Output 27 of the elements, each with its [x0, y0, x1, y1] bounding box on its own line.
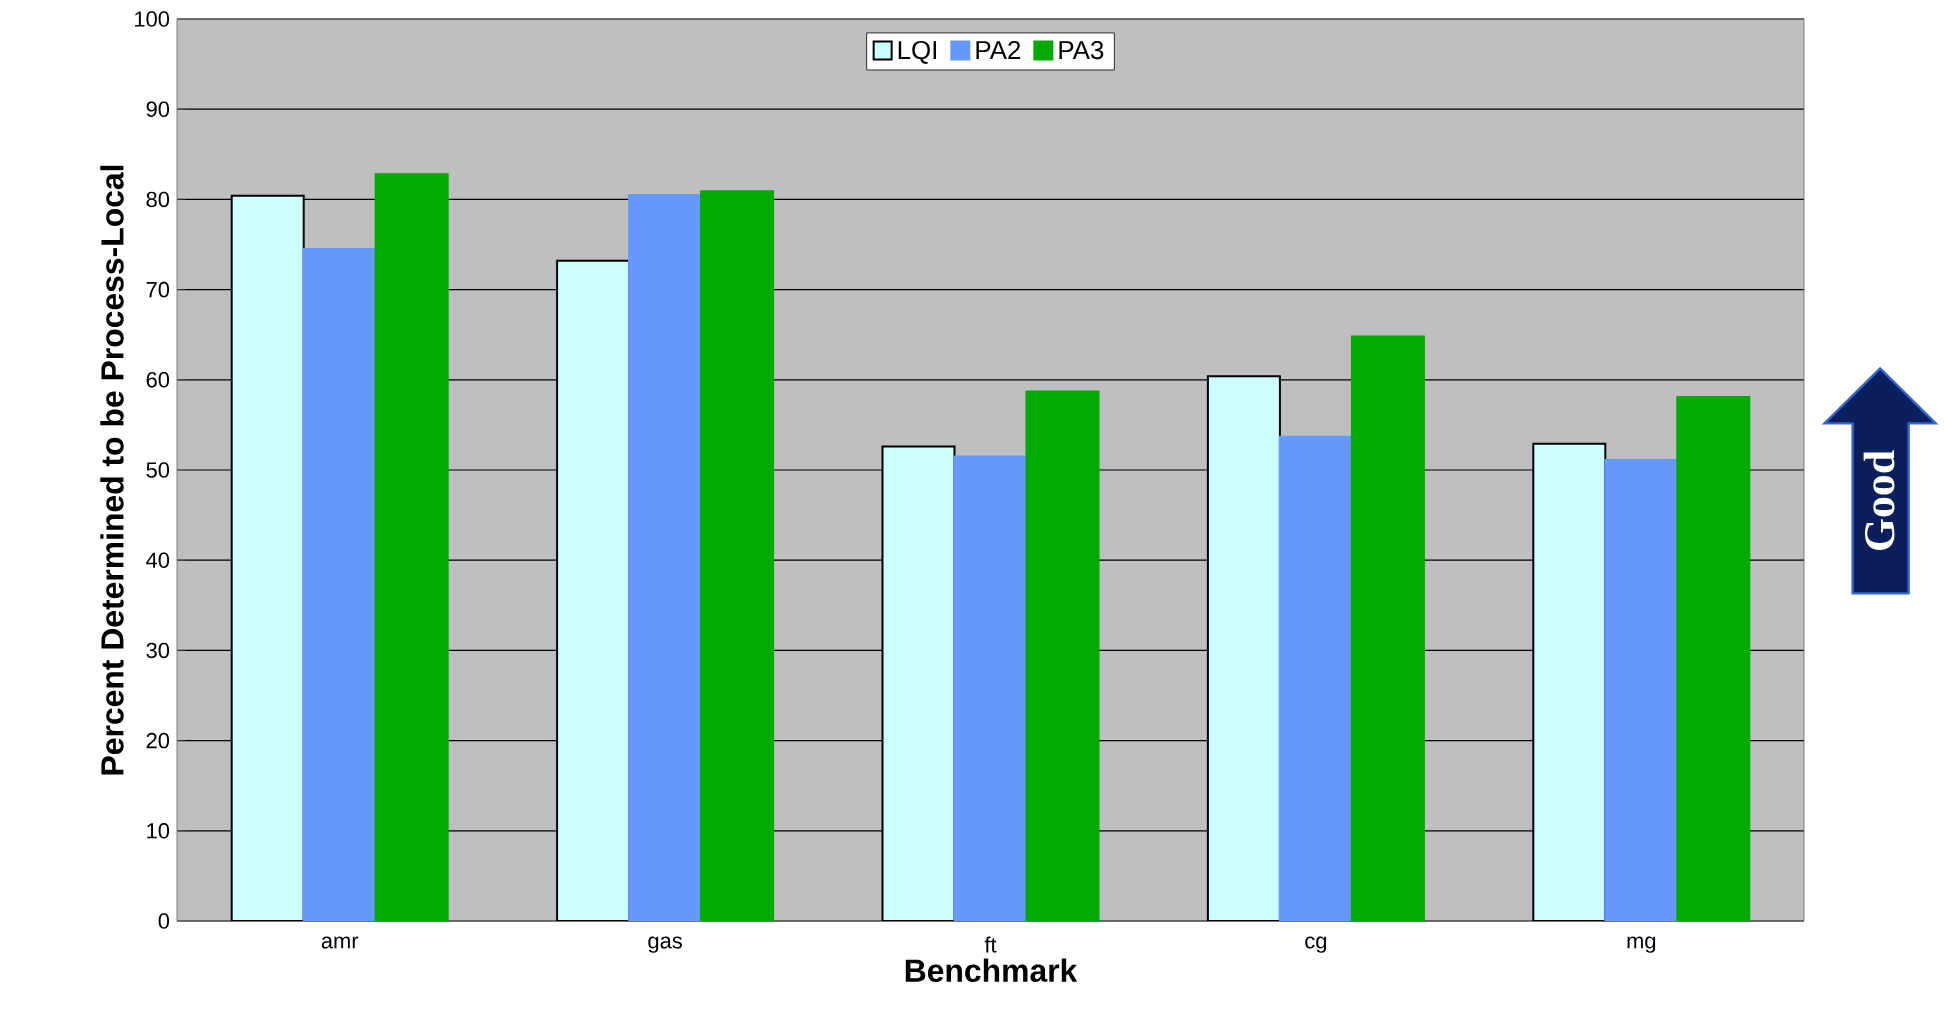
x-tick-label: gas [648, 936, 682, 953]
x-axis-title: Benchmark [905, 958, 1078, 982]
bar [1532, 442, 1607, 921]
bar [881, 445, 956, 921]
y-tick-label: 20 [146, 732, 170, 749]
bar [1206, 375, 1281, 921]
y-axis-title: Percent Determined to be Process-Local [100, 165, 124, 775]
x-tick-label: cg [1305, 936, 1327, 953]
y-tick-label: 60 [146, 372, 170, 388]
legend-label: PA3 [1059, 40, 1104, 60]
bar [556, 259, 631, 921]
x-tick-label: mg [1627, 936, 1656, 953]
x-tick-label: ft [984, 936, 997, 953]
y-tick-label: 70 [146, 281, 170, 298]
y-tick-label: 90 [146, 101, 170, 117]
legend-label: PA2 [976, 40, 1021, 59]
y-tick-label: 80 [146, 191, 170, 208]
y-tick-label: 40 [146, 552, 170, 568]
legend-label: LQI [898, 40, 936, 64]
y-tick-label: 0 [158, 913, 170, 929]
x-tick-label: amr [321, 936, 359, 949]
y-tick-label: 10 [147, 823, 170, 839]
y-tick-label: 100 [135, 11, 170, 27]
y-tick-label: 50 [146, 462, 170, 478]
y-tick-label: 30 [146, 642, 170, 659]
text: Good [1863, 450, 1895, 550]
bar [230, 194, 305, 921]
